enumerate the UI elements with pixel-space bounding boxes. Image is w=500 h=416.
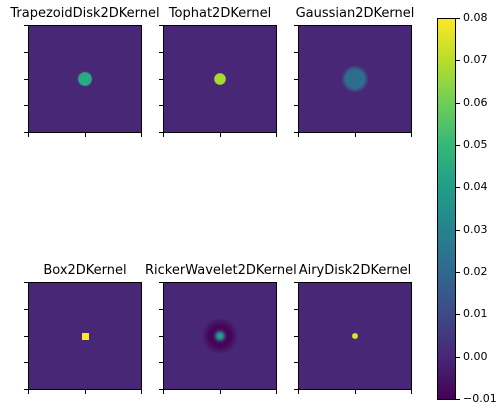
y-tick bbox=[24, 132, 28, 133]
colorbar-tick bbox=[456, 103, 460, 104]
kernel-image bbox=[163, 282, 277, 390]
kernel-image bbox=[28, 25, 142, 133]
x-tick bbox=[411, 390, 412, 394]
colorbar-tick bbox=[456, 230, 460, 231]
y-tick bbox=[294, 308, 298, 310]
y-tick bbox=[24, 25, 28, 26]
x-tick bbox=[141, 390, 142, 394]
y-tick bbox=[24, 282, 28, 283]
colorbar-tick bbox=[456, 18, 460, 19]
kernel-image bbox=[163, 25, 277, 133]
y-tick bbox=[294, 132, 298, 133]
y-tick bbox=[24, 78, 28, 80]
box-kernel-core bbox=[81, 332, 89, 340]
x-tick bbox=[84, 133, 86, 137]
y-tick bbox=[294, 78, 298, 80]
x-tick bbox=[163, 133, 164, 137]
y-tick bbox=[24, 308, 28, 310]
x-tick bbox=[219, 390, 221, 394]
x-tick bbox=[84, 390, 86, 394]
y-tick bbox=[24, 362, 28, 364]
y-tick bbox=[159, 105, 163, 107]
panel-title: AiryDisk2DKernel bbox=[298, 263, 412, 278]
colorbar-tick-label: 0.05 bbox=[463, 138, 488, 151]
colorbar-tick bbox=[456, 272, 460, 273]
colorbar-tick-label: 0.07 bbox=[463, 53, 488, 66]
x-tick bbox=[219, 133, 221, 137]
y-tick bbox=[294, 105, 298, 107]
y-tick bbox=[294, 51, 298, 53]
x-tick bbox=[411, 133, 412, 137]
kernel-image bbox=[28, 282, 142, 390]
y-tick bbox=[159, 132, 163, 133]
panel-title: RickerWavelet2DKernel bbox=[145, 263, 297, 278]
y-tick bbox=[159, 25, 163, 26]
y-tick bbox=[159, 389, 163, 390]
y-tick bbox=[159, 78, 163, 80]
panel-title: TrapezoidDisk2DKernel bbox=[10, 6, 160, 21]
x-tick bbox=[276, 390, 277, 394]
y-tick bbox=[159, 51, 163, 53]
x-tick bbox=[354, 390, 356, 394]
y-tick bbox=[294, 335, 298, 337]
colorbar-tick-label: 0.04 bbox=[463, 180, 488, 193]
x-tick bbox=[163, 390, 164, 394]
colorbar-tick bbox=[456, 357, 460, 358]
colorbar-tick-label: 0.03 bbox=[463, 223, 488, 236]
panel-title: Box2DKernel bbox=[43, 263, 127, 278]
colorbar bbox=[437, 18, 456, 400]
x-tick bbox=[276, 133, 277, 137]
colorbar-tick-label: 0.00 bbox=[463, 350, 488, 363]
kernel-image bbox=[298, 25, 412, 133]
y-tick bbox=[294, 282, 298, 283]
y-tick bbox=[159, 362, 163, 364]
colorbar-tick bbox=[456, 399, 460, 400]
panel-title: Gaussian2DKernel bbox=[295, 6, 415, 21]
x-tick bbox=[141, 133, 142, 137]
colorbar-tick-label: 0.02 bbox=[463, 265, 488, 278]
y-tick bbox=[24, 105, 28, 107]
panel-title: Tophat2DKernel bbox=[168, 6, 272, 21]
colorbar-tick-label: −0.01 bbox=[463, 392, 497, 405]
y-tick bbox=[159, 308, 163, 310]
x-tick bbox=[28, 133, 29, 137]
x-tick bbox=[298, 390, 299, 394]
y-tick bbox=[24, 335, 28, 337]
x-tick bbox=[354, 133, 356, 137]
y-tick bbox=[24, 389, 28, 390]
colorbar-tick-label: 0.06 bbox=[463, 96, 488, 109]
y-tick bbox=[294, 362, 298, 364]
colorbar-tick-label: 0.01 bbox=[463, 307, 488, 320]
colorbar-tick bbox=[456, 187, 460, 188]
x-tick bbox=[298, 133, 299, 137]
colorbar-tick bbox=[456, 60, 460, 61]
y-tick bbox=[24, 51, 28, 53]
y-tick bbox=[294, 389, 298, 390]
x-tick bbox=[28, 390, 29, 394]
y-tick bbox=[159, 282, 163, 283]
colorbar-tick bbox=[456, 145, 460, 146]
kernel-image bbox=[298, 282, 412, 390]
colorbar-tick-label: 0.08 bbox=[463, 11, 488, 24]
y-tick bbox=[294, 25, 298, 26]
colorbar-tick bbox=[456, 314, 460, 315]
y-tick bbox=[159, 335, 163, 337]
